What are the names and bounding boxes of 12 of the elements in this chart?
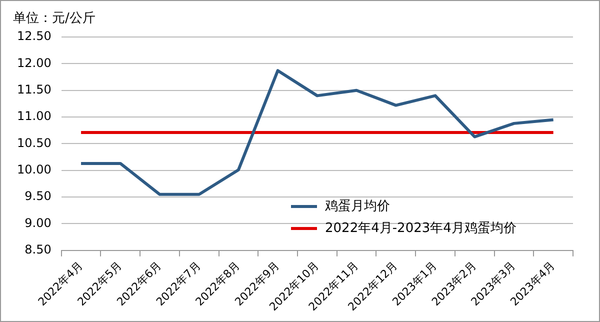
legend-label: 鸡蛋月均价 [325,198,390,215]
legend-label: 2022年4月-2023年4月鸡蛋均价 [325,220,516,237]
y-tick-label: 9.00 [24,216,52,230]
y-tick-label: 12.50 [16,29,52,44]
y-tick-label: 10.00 [16,162,52,177]
y-tick-label: 12.00 [16,56,52,70]
y-tick-label: 11.00 [16,109,52,124]
y-tick-label: 11.50 [16,82,52,96]
y-tick-label: 9.50 [24,189,52,204]
y-tick-label: 10.50 [16,136,52,150]
y-tick-label: 8.50 [24,242,52,257]
y-axis-title: 单位：元/公斤 [13,10,96,27]
